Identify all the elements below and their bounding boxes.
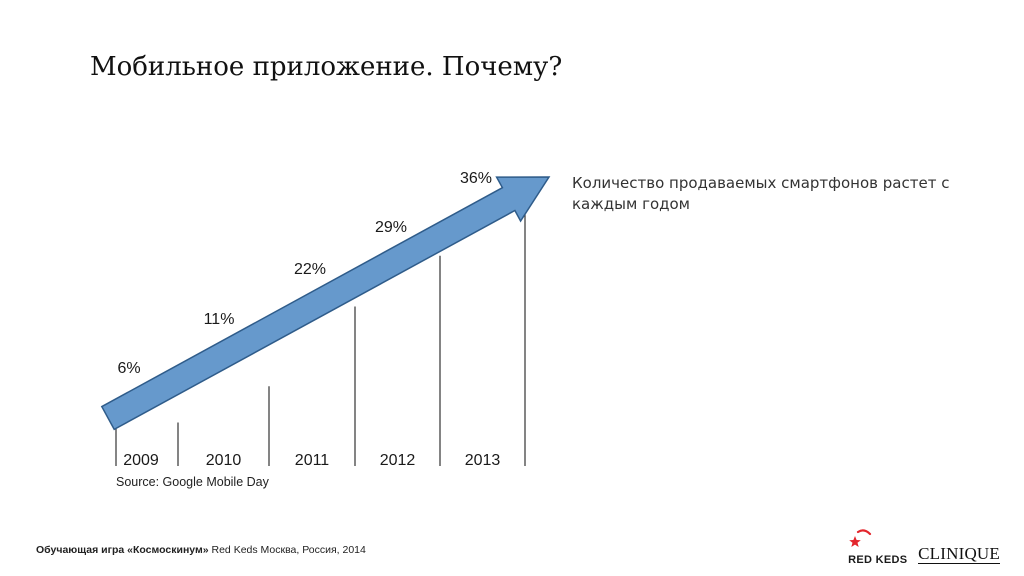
- footer-rest: Red Keds Москва, Россия, 2014: [208, 544, 366, 556]
- data-label: 36%: [460, 170, 492, 187]
- slide-title: Мобильное приложение. Почему?: [90, 52, 563, 82]
- x-tick-label: 2011: [295, 452, 330, 469]
- x-tick-label: 2013: [465, 452, 501, 469]
- data-label: 11%: [204, 311, 235, 328]
- x-tick-label: 2010: [206, 452, 242, 469]
- red-keds-wordmark: RED KEDS: [848, 554, 908, 566]
- footer-text: Обучающая игра «Космоскинум» Red Keds Мо…: [36, 544, 366, 556]
- data-label: 29%: [375, 219, 407, 236]
- red-keds-logo: RED KEDS: [848, 528, 908, 566]
- data-label: 22%: [294, 261, 326, 278]
- trend-arrow: [100, 176, 551, 431]
- red-star-icon: [849, 529, 872, 547]
- clinique-logo: CLINIQUE: [918, 544, 1000, 564]
- description-text: Количество продаваемых смартфонов растет…: [572, 174, 950, 213]
- data-label: 6%: [117, 360, 140, 377]
- x-tick-label: 2012: [380, 452, 416, 469]
- x-tick-label: 2009: [123, 452, 159, 469]
- logos: RED KEDS CLINIQUE: [848, 526, 1000, 566]
- footer-game-name: Обучающая игра «Космоскинум»: [36, 544, 209, 556]
- source-note: Source: Google Mobile Day: [116, 475, 269, 489]
